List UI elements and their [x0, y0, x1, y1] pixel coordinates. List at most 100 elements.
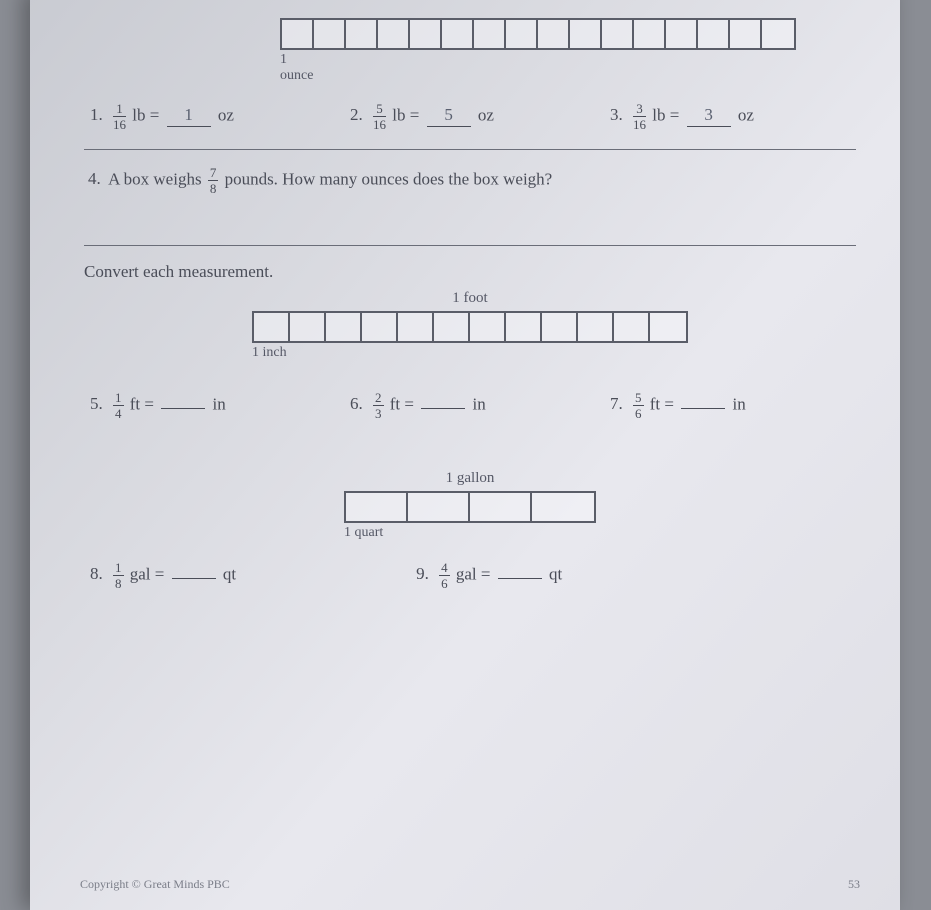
pound-bar-diagram: 1 ounce	[280, 18, 860, 84]
foot-bar-row	[252, 311, 688, 343]
q2-unit-right: oz	[478, 105, 494, 124]
q9-unit-right: qt	[549, 564, 562, 583]
gallon-bar-diagram: 1 gallon 1 quart	[344, 470, 596, 541]
bar-cell	[666, 20, 698, 48]
bar-cell	[650, 313, 686, 341]
q2-unit-left: lb	[392, 105, 405, 124]
q2-number: 2.	[350, 105, 363, 124]
bar-cell	[326, 313, 362, 341]
q5-unit-left: ft	[130, 394, 140, 413]
bar-cell	[762, 20, 794, 48]
question-9: 9. 46 gal = qt	[416, 561, 562, 590]
page-footer: Copyright © Great Minds PBC 53	[80, 877, 860, 892]
q9-answer-blank[interactable]	[498, 577, 542, 579]
q9-unit-left: gal	[456, 564, 477, 583]
pound-sub-label: 1 ounce	[280, 52, 313, 84]
question-1: 1. 116 lb = 1 oz	[90, 102, 330, 131]
bar-cell	[254, 313, 290, 341]
question-2: 2. 516 lb = 5 oz	[350, 102, 590, 131]
gallon-title: 1 gallon	[446, 470, 495, 487]
bar-cell	[698, 20, 730, 48]
q5-fraction: 14	[113, 391, 124, 420]
q6-fraction: 23	[373, 391, 384, 420]
q7-answer-blank[interactable]	[681, 407, 725, 409]
foot-title: 1 foot	[452, 290, 487, 307]
bar-cell	[570, 20, 602, 48]
q6-number: 6.	[350, 394, 363, 413]
question-8: 8. 18 gal = qt	[90, 561, 236, 590]
bar-cell	[282, 20, 314, 48]
bar-cell	[730, 20, 762, 48]
bar-cell	[506, 20, 538, 48]
bar-cell	[578, 313, 614, 341]
q5-number: 5.	[90, 394, 103, 413]
q8-equals: =	[155, 564, 165, 583]
bar-cell	[362, 313, 398, 341]
q8-number: 8.	[90, 564, 103, 583]
pound-bar-row	[280, 18, 796, 50]
q7-fraction: 56	[633, 391, 644, 420]
q3-unit-right: oz	[738, 105, 754, 124]
q7-number: 7.	[610, 394, 623, 413]
questions-1-3-row: 1. 116 lb = 1 oz 2. 516 lb = 5 oz 3. 316…	[90, 102, 850, 131]
q1-unit-left: lb	[132, 105, 145, 124]
gallon-bar-row	[344, 491, 596, 523]
bar-cell	[602, 20, 634, 48]
question-7: 7. 56 ft = in	[610, 391, 850, 420]
section-heading: Convert each measurement.	[84, 262, 856, 282]
copyright-text: Copyright © Great Minds PBC	[80, 877, 230, 892]
q5-equals: =	[144, 394, 154, 413]
q7-equals: =	[664, 394, 674, 413]
foot-bar-diagram: 1 foot 1 inch	[252, 290, 688, 361]
bar-cell	[532, 493, 594, 521]
q8-unit-left: gal	[130, 564, 151, 583]
q8-answer-blank[interactable]	[172, 577, 216, 579]
q2-equals: =	[410, 105, 420, 124]
bar-cell	[538, 20, 570, 48]
question-5: 5. 14 ft = in	[90, 391, 330, 420]
bar-cell	[506, 313, 542, 341]
bar-cell	[346, 20, 378, 48]
bar-cell	[474, 20, 506, 48]
bar-cell	[408, 493, 470, 521]
bar-cell	[470, 313, 506, 341]
q5-unit-right: in	[212, 394, 225, 413]
bar-cell	[314, 20, 346, 48]
q7-unit-left: ft	[650, 394, 660, 413]
q6-equals: =	[404, 394, 414, 413]
q1-fraction: 116	[113, 102, 126, 131]
q8-unit-right: qt	[223, 564, 236, 583]
questions-5-7-row: 5. 14 ft = in 6. 23 ft = in 7. 56 ft = i…	[90, 391, 850, 420]
bar-cell	[542, 313, 578, 341]
q5-answer-blank[interactable]	[161, 407, 205, 409]
foot-sub-label: 1 inch	[252, 345, 287, 361]
question-4: 4. A box weighs 78 pounds. How many ounc…	[88, 166, 852, 195]
bar-cell	[410, 20, 442, 48]
q3-fraction: 316	[633, 102, 646, 131]
q3-unit-left: lb	[652, 105, 665, 124]
q7-unit-right: in	[732, 394, 745, 413]
q9-equals: =	[481, 564, 491, 583]
q3-answer-blank[interactable]: 3	[687, 105, 731, 127]
q2-answer-blank[interactable]: 5	[427, 105, 471, 127]
page-number: 53	[848, 877, 860, 892]
q6-unit-left: ft	[390, 394, 400, 413]
q2-fraction: 516	[373, 102, 386, 131]
bar-cell	[614, 313, 650, 341]
q1-equals: =	[150, 105, 160, 124]
bar-cell	[470, 493, 532, 521]
q9-number: 9.	[416, 564, 429, 583]
q6-answer-blank[interactable]	[421, 407, 465, 409]
q1-answer-blank[interactable]: 1	[167, 105, 211, 127]
divider-2	[84, 245, 856, 246]
question-6: 6. 23 ft = in	[350, 391, 590, 420]
worksheet-page: 1 ounce 1. 116 lb = 1 oz 2. 516 lb = 5 o…	[30, 0, 900, 910]
q4-number: 4.	[88, 169, 101, 188]
questions-8-9-row: 8. 18 gal = qt 9. 46 gal = qt	[90, 561, 850, 590]
q3-equals: =	[670, 105, 680, 124]
q3-number: 3.	[610, 105, 623, 124]
q9-fraction: 46	[439, 561, 450, 590]
gallon-sub-label: 1 quart	[344, 525, 383, 541]
bar-cell	[434, 313, 470, 341]
divider-1	[84, 149, 856, 150]
